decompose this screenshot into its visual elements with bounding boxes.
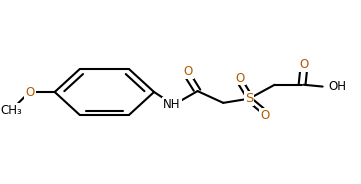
- Text: O: O: [183, 65, 193, 78]
- Text: OH: OH: [329, 80, 347, 93]
- Text: S: S: [245, 92, 253, 105]
- Text: O: O: [260, 109, 270, 122]
- Text: CH₃: CH₃: [0, 104, 22, 117]
- Text: NH: NH: [163, 98, 180, 111]
- Text: O: O: [236, 72, 245, 84]
- Text: O: O: [25, 86, 35, 98]
- Text: O: O: [299, 58, 308, 71]
